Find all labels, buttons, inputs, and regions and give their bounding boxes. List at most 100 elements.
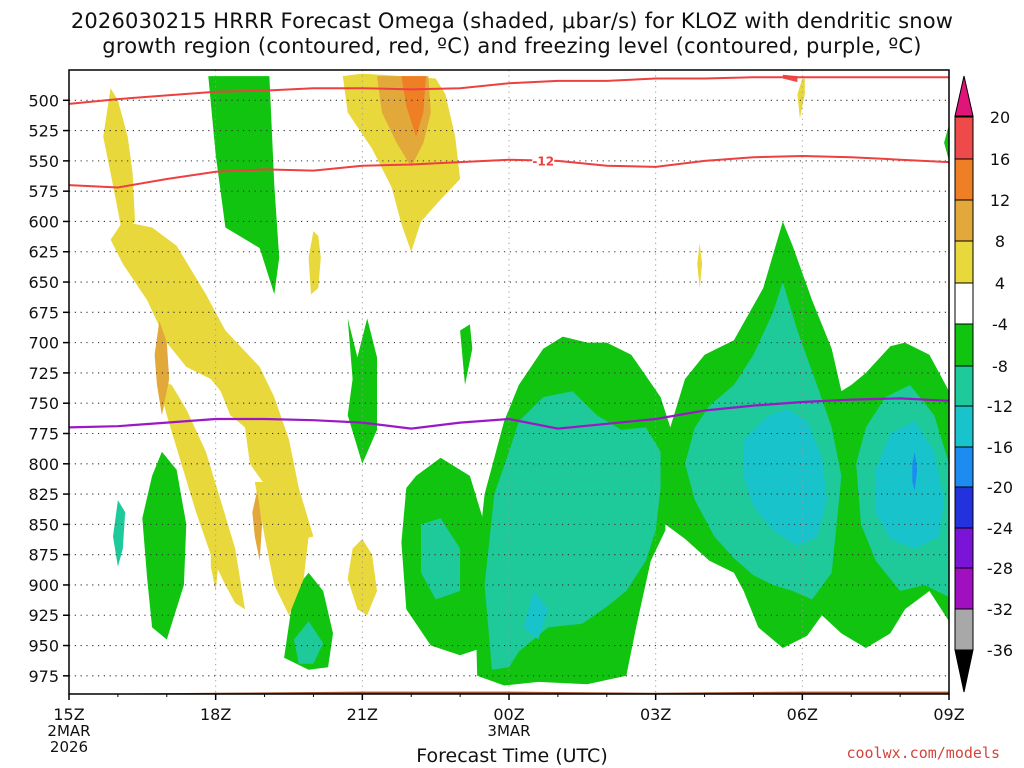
y-tick-label-925: 925 <box>28 606 59 625</box>
x-date-label-3MAR: 3MAR <box>487 722 530 740</box>
omega-shaded-regions <box>103 73 949 686</box>
x-tick-label-06Z: 06Z <box>787 705 818 724</box>
omega-region-29 <box>154 320 170 416</box>
x-tick-label-03Z: 03Z <box>640 705 671 724</box>
omega-region-7 <box>944 124 949 161</box>
y-tick-label-775: 775 <box>28 424 59 443</box>
omega-region-15 <box>875 421 945 549</box>
source-credit: coolwx.com/models <box>846 744 1000 762</box>
x-tick-label-18Z: 18Z <box>200 705 231 724</box>
omega-region-10 <box>421 518 461 600</box>
dgz-lower-contour <box>69 154 949 189</box>
omega-region-31 <box>401 76 426 137</box>
colorbar-bin-9 <box>954 486 974 529</box>
x-tick-label-00Z: 00Z <box>493 705 524 724</box>
colorbar-bin-6 <box>954 365 974 407</box>
y-tick-label-675: 675 <box>28 303 59 322</box>
omega-region-3 <box>142 451 187 640</box>
x-tick-label-15Z: 15Z <box>53 705 84 724</box>
y-tick-label-975: 975 <box>28 667 59 686</box>
x-date-label-2MAR: 2MAR <box>47 722 90 740</box>
y-tick-label-650: 650 <box>28 273 59 292</box>
colorbar-bin-12 <box>954 608 974 651</box>
omega-region-23 <box>308 231 321 295</box>
omega-region-17 <box>912 451 918 491</box>
omega-region-22 <box>254 482 309 616</box>
y-tick-label-825: 825 <box>28 485 59 504</box>
colorbar-label--24: -24 <box>987 519 1013 538</box>
y-tick-label-575: 575 <box>28 182 59 201</box>
colorbar-label-4: 4 <box>995 274 1005 293</box>
y-tick-label-800: 800 <box>28 455 59 474</box>
x-tick-label-21Z: 21Z <box>347 705 378 724</box>
colorbar-bin-10 <box>954 527 974 569</box>
colorbar-label--36: -36 <box>987 641 1013 660</box>
omega-region-1 <box>347 318 377 464</box>
freezing-level-contour <box>69 397 949 430</box>
y-tick-label-750: 750 <box>28 394 59 413</box>
dgz-upper-contour <box>69 76 949 105</box>
y-tick-label-725: 725 <box>28 364 59 383</box>
omega-region-18 <box>103 88 135 236</box>
colorbar-top-triangle <box>954 75 974 117</box>
colorbar-label-16: 16 <box>990 150 1010 169</box>
colorbar-bin-5 <box>954 323 974 367</box>
omega-region-11 <box>484 391 661 670</box>
omega-region-16 <box>523 591 549 640</box>
omega-colorbar: 20 16 12 8 4 -4 -8 -12 -16 -20 -24 -28 -32 -36 <box>954 75 1013 693</box>
colorbar-bin-2 <box>954 199 974 242</box>
colorbar-label--4: -4 <box>992 315 1008 334</box>
colorbar-label--12: -12 <box>987 397 1013 416</box>
y-tick-label-625: 625 <box>28 243 59 262</box>
y-tick-label-850: 850 <box>28 515 59 534</box>
colorbar-label--8: -8 <box>992 357 1008 376</box>
omega-region-25 <box>342 73 461 252</box>
colorbar-bin-8 <box>954 446 974 488</box>
colorbar-label--20: -20 <box>987 478 1013 497</box>
y-tick-label-600: 600 <box>28 212 59 231</box>
colorbar-bin-7 <box>954 405 974 448</box>
colorbar-bin-0 <box>954 116 974 160</box>
colorbar-label-12: 12 <box>990 191 1010 210</box>
colorbar-bin-1 <box>954 158 974 201</box>
colorbar-bin-3 <box>954 240 974 284</box>
colorbar-label--16: -16 <box>987 438 1013 457</box>
chart-title-line-2: growth region (contoured, red, ºC) and f… <box>102 34 922 58</box>
omega-region-27 <box>797 78 805 119</box>
y-tick-label-900: 900 <box>28 576 59 595</box>
omega-region-30 <box>252 490 263 561</box>
y-tick-label-500: 500 <box>28 91 59 110</box>
omega-region-26 <box>697 243 703 289</box>
omega-region-20 <box>157 379 245 610</box>
y-tick-label-700: 700 <box>28 334 59 353</box>
y-tick-label-875: 875 <box>28 546 59 565</box>
x-axis-title: Forecast Time (UTC) <box>416 745 608 767</box>
y-axis-pressure: 500 525 550 575 600 625 650 675 700 725 750 775 800 8… <box>28 91 69 686</box>
omega-region-9 <box>293 621 324 664</box>
x-date-label-2026: 2026 <box>50 738 88 756</box>
colorbar-bin-4 <box>954 282 974 325</box>
omega-region-19 <box>110 221 314 539</box>
contour-lines: -12 <box>69 76 949 430</box>
colorbar-label-8: 8 <box>995 232 1005 251</box>
omega-region-14 <box>743 409 827 547</box>
y-tick-label-550: 550 <box>28 152 59 171</box>
omega-region-21 <box>210 543 219 591</box>
chart-title-line-1: 2026030215 HRRR Forecast Omega (shaded, … <box>70 9 954 33</box>
omega-region-24 <box>347 538 377 616</box>
dgz-label-bg <box>532 153 555 167</box>
omega-region-2 <box>460 324 473 385</box>
colorbar-label--28: -28 <box>987 559 1013 578</box>
dgz-contour-label: -12 <box>532 154 554 168</box>
y-tick-label-950: 950 <box>28 637 59 656</box>
colorbar-label-20: 20 <box>990 108 1010 127</box>
colorbar-bin-11 <box>954 567 974 610</box>
omega-region-32 <box>782 74 798 83</box>
x-tick-label-09Z: 09Z <box>933 705 964 724</box>
colorbar-label--32: -32 <box>987 600 1013 619</box>
omega-region-8 <box>113 500 126 567</box>
y-tick-label-525: 525 <box>28 122 59 141</box>
omega-region-0 <box>208 76 280 295</box>
